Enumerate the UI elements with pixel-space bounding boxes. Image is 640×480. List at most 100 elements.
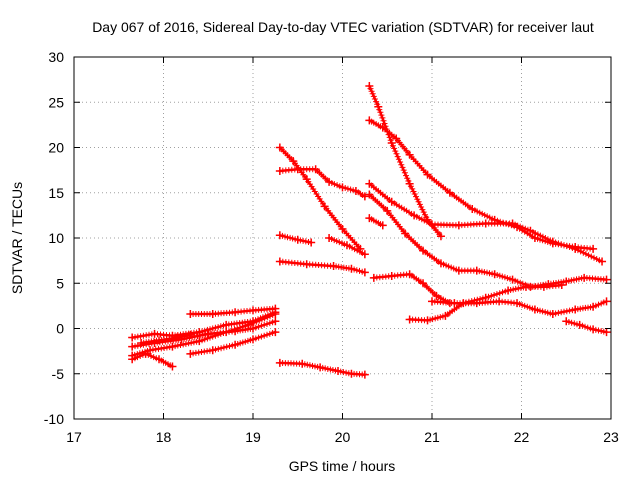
- data-point: [445, 188, 454, 197]
- data-point: [249, 306, 257, 315]
- x-axis-label: GPS time / hours: [289, 458, 396, 474]
- data-point: [365, 190, 374, 199]
- data-point: [342, 241, 351, 250]
- data-point: [410, 211, 419, 220]
- data-point: [432, 291, 441, 300]
- data-point: [454, 266, 463, 275]
- series-arc-13: [275, 358, 369, 379]
- data-point: [365, 81, 374, 90]
- data-point: [195, 337, 204, 346]
- data-point: [168, 362, 177, 371]
- data-point: [298, 359, 307, 368]
- data-point: [365, 214, 374, 223]
- data-point: [172, 333, 181, 342]
- data-point: [338, 224, 347, 233]
- x-tick-label: 20: [335, 429, 351, 445]
- series-arc-6: [186, 328, 280, 358]
- series-arc-17: [365, 190, 611, 291]
- data-point: [405, 150, 414, 159]
- data-point: [423, 170, 432, 179]
- ticks: 17 18 19 20 21 22 23 -10 -5 0 5 10 15 20 25 30: [44, 49, 619, 445]
- data-point: [128, 355, 137, 364]
- y-axis-label: SDTVAR / TECUs: [9, 182, 25, 294]
- data-point: [454, 221, 463, 230]
- series-arc-9: [275, 165, 369, 201]
- series-arc-18: [365, 214, 387, 230]
- data-point: [378, 221, 387, 230]
- data-point: [168, 342, 177, 351]
- data-point: [481, 219, 490, 228]
- data-point: [602, 297, 611, 306]
- data-point: [508, 219, 517, 228]
- data-point: [598, 257, 607, 266]
- data-point: [405, 179, 414, 188]
- series-arc-10: [275, 231, 316, 247]
- data-point: [436, 259, 445, 268]
- x-tick-label: 19: [245, 429, 261, 445]
- data-point: [208, 310, 217, 319]
- y-tick-label: 10: [48, 230, 64, 246]
- data-point: [557, 281, 566, 290]
- x-tick-label: 23: [603, 429, 619, 445]
- data-point: [428, 297, 436, 306]
- data-point: [490, 270, 499, 279]
- data-point: [360, 192, 369, 201]
- y-tick-label: 20: [48, 140, 64, 156]
- data-point: [150, 329, 159, 338]
- data-point: [405, 270, 414, 279]
- data-point: [571, 244, 580, 253]
- data-point: [271, 328, 280, 337]
- data-point: [334, 367, 343, 376]
- data-point: [155, 336, 164, 345]
- data-point: [347, 264, 356, 273]
- data-point: [128, 342, 137, 351]
- data-point: [369, 273, 378, 282]
- data-point: [155, 355, 164, 364]
- data-point: [548, 310, 557, 319]
- data-point: [387, 138, 396, 147]
- data-point: [602, 275, 611, 284]
- y-tick-label: -10: [44, 411, 64, 427]
- data-point: [504, 286, 513, 295]
- data-point: [387, 272, 396, 281]
- series-arc-4: [128, 349, 177, 371]
- data-point: [311, 165, 320, 174]
- data-point: [244, 320, 253, 329]
- data-point: [275, 231, 284, 240]
- data-point: [146, 346, 155, 355]
- data-point: [401, 229, 410, 238]
- grid: [74, 57, 611, 419]
- series-arc-5: [137, 330, 195, 347]
- data-point: [231, 308, 240, 317]
- series-arc-21: [428, 297, 611, 319]
- data-point: [275, 143, 284, 152]
- data-point: [419, 246, 428, 255]
- data-point: [249, 324, 257, 333]
- data-point: [329, 262, 338, 271]
- data-point: [222, 328, 231, 337]
- data-point: [571, 305, 580, 314]
- data-point: [526, 226, 535, 235]
- data-point: [374, 102, 383, 111]
- data-point: [365, 179, 374, 188]
- data-point: [530, 305, 539, 314]
- data-point: [208, 346, 217, 355]
- data-point: [186, 349, 195, 358]
- data-point: [436, 232, 445, 241]
- data-point: [589, 244, 598, 253]
- data-point: [186, 330, 195, 339]
- data-point: [141, 349, 150, 358]
- series-arc-12: [275, 257, 369, 277]
- data-point: [347, 369, 356, 378]
- series-arc-22: [562, 317, 611, 337]
- y-tick-label: 25: [48, 94, 64, 110]
- data-point: [338, 183, 347, 192]
- data-point: [441, 311, 450, 320]
- x-tick-label: 22: [514, 429, 530, 445]
- data-point: [275, 257, 284, 266]
- series-arc-8: [275, 143, 365, 253]
- data-point: [137, 338, 146, 347]
- x-tick-label: 21: [424, 429, 440, 445]
- data-point: [548, 237, 557, 246]
